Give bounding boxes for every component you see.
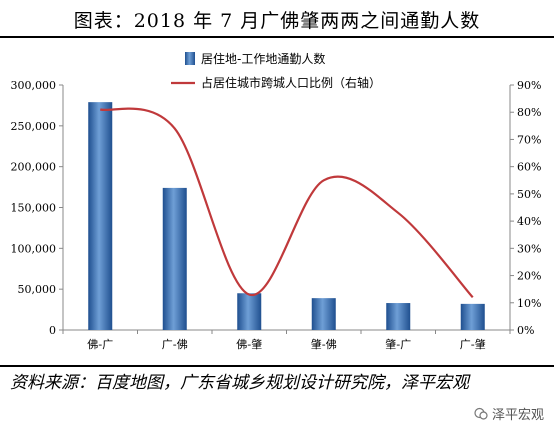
bar [311, 298, 336, 330]
y2-tick-label: 60% [517, 161, 541, 174]
x-tick-label: 肇-广 [385, 337, 411, 351]
y2-tick-label: 10% [517, 297, 541, 310]
y2-tick-label: 50% [517, 188, 541, 201]
y-tick-label: 300,000 [11, 79, 57, 92]
x-tick-label: 佛-广 [87, 338, 113, 351]
y2-tick-label: 0% [517, 324, 534, 337]
source-rule [0, 365, 554, 367]
watermark: 泽平宏观 [474, 404, 544, 423]
y-tick-label: 0 [49, 324, 56, 337]
source-note: 资料来源：百度地图，广东省城乡规划设计研究院，泽平宏观 [10, 373, 469, 393]
y2-tick-label: 20% [517, 270, 541, 283]
title-rule [0, 36, 554, 38]
y-tick-label: 150,000 [11, 202, 57, 215]
combo-chart: 0 50,000 100,000 150,000 200,000 250,000 300,0… [11, 51, 542, 351]
bar [162, 187, 187, 330]
x-tick-label: 广-肇 [460, 337, 486, 351]
y2-tick-label: 30% [517, 242, 541, 255]
bar [460, 303, 485, 330]
x-tick-label: 佛-肇 [236, 337, 262, 351]
y-tick-label: 100,000 [11, 242, 57, 255]
y-tick-label: 250,000 [11, 120, 57, 133]
bar [237, 293, 262, 330]
y-tick-label: 200,000 [11, 161, 57, 174]
x-tick-label: 广-佛 [162, 338, 188, 351]
y2-tick-label: 80% [517, 106, 541, 119]
series-line [99, 107, 474, 299]
y2-tick-label: 40% [517, 215, 541, 228]
legend-bar-swatch [185, 52, 195, 65]
legend-line-label: 占居住城市跨城人口比例（右轴） [201, 75, 381, 90]
y-tick-label: 50,000 [18, 283, 57, 296]
bar [386, 303, 411, 330]
wechat-icon [474, 407, 488, 420]
chart-title: 图表：2018 年 7 月广佛肇两两之间通勤人数 [73, 10, 481, 32]
y2-tick-label: 70% [517, 133, 541, 146]
watermark-text: 泽平宏观 [491, 408, 544, 423]
x-tick-label: 肇-佛 [311, 337, 337, 351]
legend-bar-label: 居住地-工作地通勤人数 [201, 51, 325, 66]
y2-tick-label: 90% [517, 79, 541, 92]
bar [88, 102, 113, 331]
